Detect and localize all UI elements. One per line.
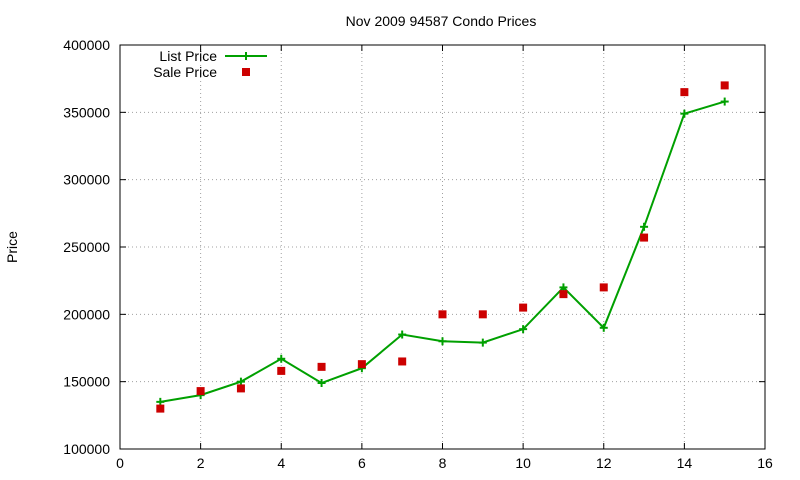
list-price-point <box>317 379 326 388</box>
sale-price-point <box>519 303 528 312</box>
y-tick-label: 200000 <box>63 306 110 322</box>
sale-price-point <box>196 387 205 396</box>
list-price-point <box>720 97 729 106</box>
list-price-point <box>277 354 286 363</box>
sale-price-point <box>559 290 568 299</box>
x-tick-label: 6 <box>358 455 366 471</box>
list-price-point <box>156 397 165 406</box>
sale-price-point <box>478 310 487 319</box>
x-axis: 0 2 4 6 8 10 12 14 16 <box>116 45 773 471</box>
sale-price-point <box>640 233 649 242</box>
legend-square-swatch <box>242 68 250 76</box>
x-tick-label: 2 <box>197 455 205 471</box>
legend-label: List Price <box>159 48 217 64</box>
list-price-point <box>680 109 689 118</box>
sale-price-point <box>236 384 245 393</box>
sale-price-point <box>438 310 447 319</box>
list-price-point <box>559 283 568 292</box>
y-tick-label: 250000 <box>63 239 110 255</box>
list-price-line <box>160 100 725 403</box>
grid <box>120 45 765 449</box>
legend-cross-swatch <box>242 52 250 60</box>
sale-price-point <box>599 283 608 292</box>
sale-price-point <box>398 357 407 366</box>
x-tick-label: 12 <box>596 455 612 471</box>
list-price-point <box>398 330 407 339</box>
list-price-point <box>519 325 528 334</box>
x-tick-label: 14 <box>677 455 693 471</box>
x-tick-label: 16 <box>757 455 773 471</box>
list-price-point <box>438 337 447 346</box>
series-layer <box>156 81 729 413</box>
list-price-point <box>599 323 608 332</box>
x-tick-label: 8 <box>439 455 447 471</box>
y-tick-label: 350000 <box>63 104 110 120</box>
x-tick-label: 0 <box>116 455 124 471</box>
sale-price-point <box>277 366 286 375</box>
y-axis-label: Price <box>4 231 20 263</box>
y-tick-label: 100000 <box>63 441 110 457</box>
list-price-point <box>478 338 487 347</box>
legend-label: Sale Price <box>153 64 217 80</box>
x-tick-label: 10 <box>515 455 531 471</box>
y-tick-label: 400000 <box>63 37 110 53</box>
x-tick-label: 4 <box>277 455 285 471</box>
list-price-point <box>640 222 649 231</box>
chart-title: Nov 2009 94587 Condo Prices <box>346 13 537 29</box>
y-tick-label: 150000 <box>63 374 110 390</box>
list-price-point <box>236 377 245 386</box>
y-tick-label: 300000 <box>63 172 110 188</box>
sale-price-point <box>680 88 689 97</box>
sale-price-point <box>357 360 366 369</box>
sale-price-point <box>156 404 165 413</box>
sale-price-point <box>720 81 729 90</box>
y-axis: 100000 150000 200000 250000 300000 350000 4000… <box>63 37 765 457</box>
sale-price-point <box>317 362 326 371</box>
